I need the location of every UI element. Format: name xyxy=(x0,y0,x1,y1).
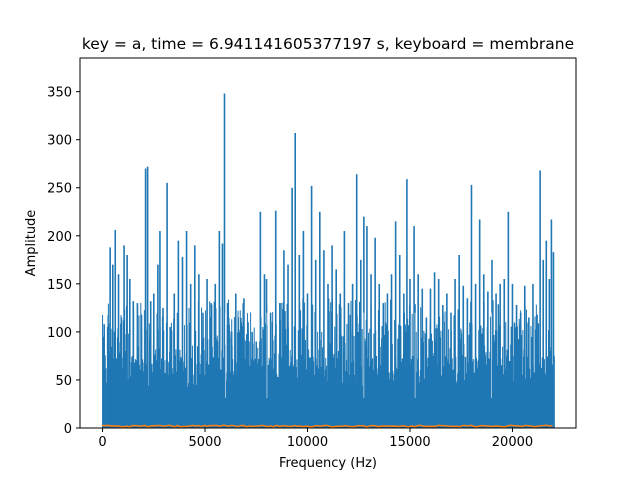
chart-title: key = a, time = 6.941141605377197 s, key… xyxy=(82,35,574,53)
x-tick-label: 10000 xyxy=(287,435,328,450)
x-tick-label: 15000 xyxy=(389,435,430,450)
y-tick-label: 50 xyxy=(55,374,72,389)
y-tick-label: 100 xyxy=(47,326,72,341)
x-axis-label: Frequency (Hz) xyxy=(279,456,377,471)
y-tick-label: 150 xyxy=(47,278,72,293)
x-tick-label: 0 xyxy=(98,435,106,450)
y-axis-label: Amplitude xyxy=(24,210,39,277)
series-layer xyxy=(101,93,555,428)
x-tick-label: 5000 xyxy=(188,435,221,450)
noise-floor-line xyxy=(101,424,553,428)
y-tick-label: 0 xyxy=(64,422,72,437)
y-tick-label: 250 xyxy=(47,182,72,197)
y-tick-label: 200 xyxy=(47,230,72,245)
y-tick-label: 350 xyxy=(47,86,72,101)
x-tick-label: 20000 xyxy=(492,435,533,450)
ticks-layer: 0 5000 10000 15000 20000 0 50 100 150 200 250 300 35… xyxy=(47,86,533,450)
y-tick-label: 300 xyxy=(47,134,72,149)
plot-frame xyxy=(79,57,577,429)
